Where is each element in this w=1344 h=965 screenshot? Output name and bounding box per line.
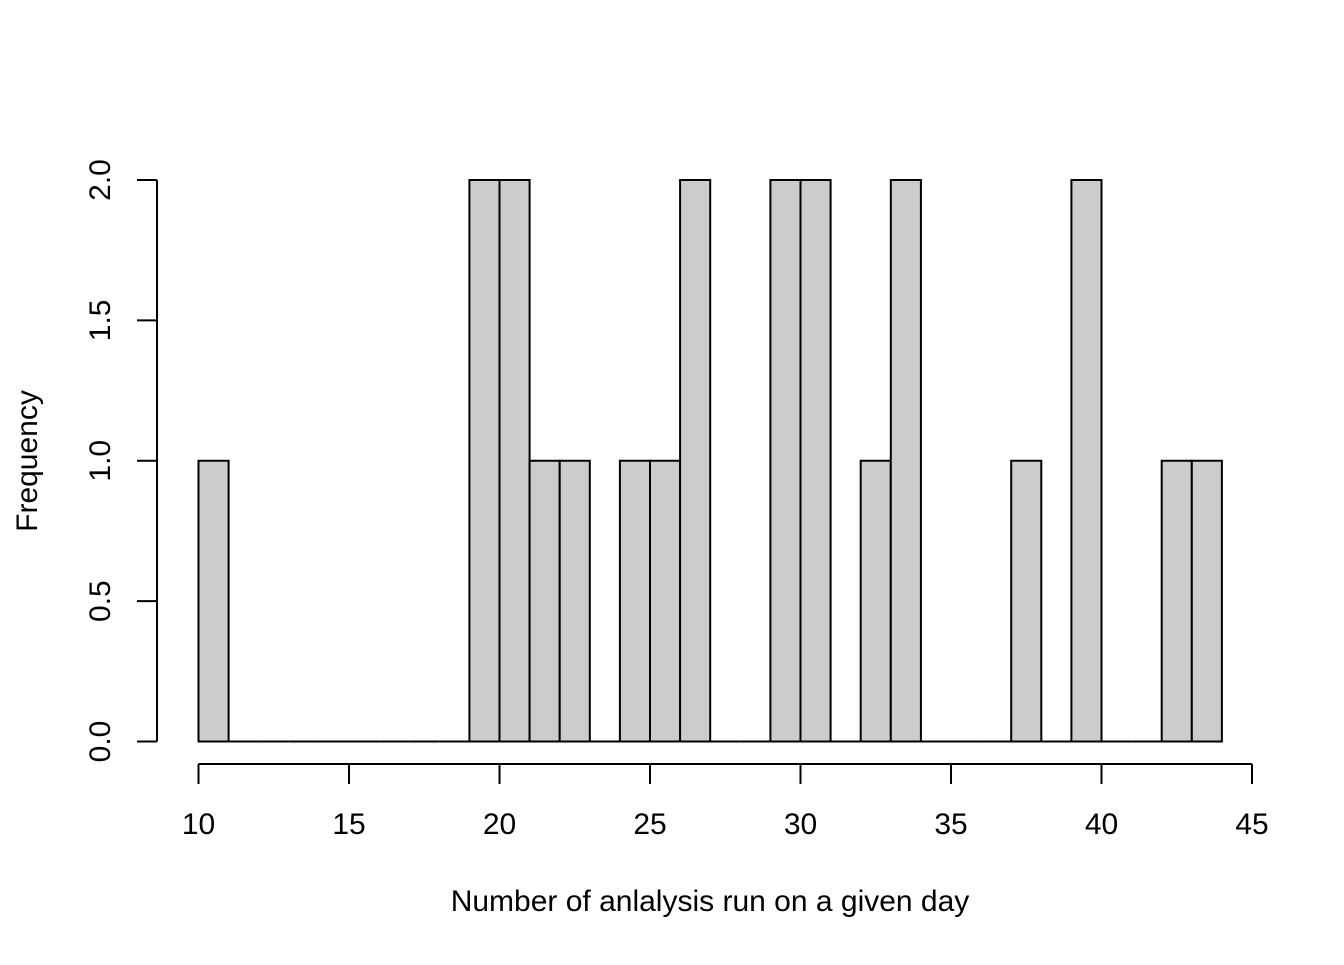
histogram-bar bbox=[1070, 179, 1103, 743]
x-tick-label: 40 bbox=[1085, 808, 1118, 841]
histogram-bar bbox=[1160, 459, 1193, 743]
x-tick-label: 45 bbox=[1235, 808, 1268, 841]
histogram-bar bbox=[799, 179, 832, 743]
x-axis-label: Number of anlalysis run on a given day bbox=[451, 885, 970, 918]
histogram-bar bbox=[197, 459, 230, 743]
x-tick-label: 30 bbox=[784, 808, 817, 841]
x-axis: 10 15 20 25 30 35 40 45 bbox=[182, 763, 1269, 841]
y-tick-label: 1.5 bbox=[84, 300, 117, 342]
y-axis: 0.0 0.5 1.0 1.5 2.0 bbox=[84, 159, 158, 763]
histogram-bar bbox=[468, 179, 501, 743]
histogram-bar bbox=[649, 459, 682, 743]
y-tick-label: 0.5 bbox=[84, 580, 117, 622]
x-tick-label: 15 bbox=[332, 808, 365, 841]
histogram-bar bbox=[769, 179, 802, 743]
histogram-bar bbox=[618, 459, 652, 743]
bars-group bbox=[197, 179, 1223, 743]
x-tick-label: 20 bbox=[483, 808, 516, 841]
x-tick-label: 35 bbox=[934, 808, 967, 841]
y-tick-label: 0.0 bbox=[84, 721, 117, 763]
y-axis-label: Frequency bbox=[11, 390, 44, 532]
x-tick-label: 10 bbox=[182, 808, 215, 841]
histogram-bar bbox=[859, 459, 892, 743]
histogram-bar bbox=[528, 459, 561, 743]
histogram-bar bbox=[679, 179, 712, 743]
histogram-bar bbox=[498, 179, 531, 743]
histogram-bar bbox=[1010, 459, 1043, 743]
histogram-bar bbox=[558, 459, 591, 743]
y-tick-label: 2.0 bbox=[84, 159, 117, 201]
x-tick-label: 25 bbox=[633, 808, 666, 841]
histogram-bar bbox=[1190, 459, 1223, 743]
histogram-bar bbox=[889, 179, 922, 743]
y-tick-label: 1.0 bbox=[84, 440, 117, 482]
